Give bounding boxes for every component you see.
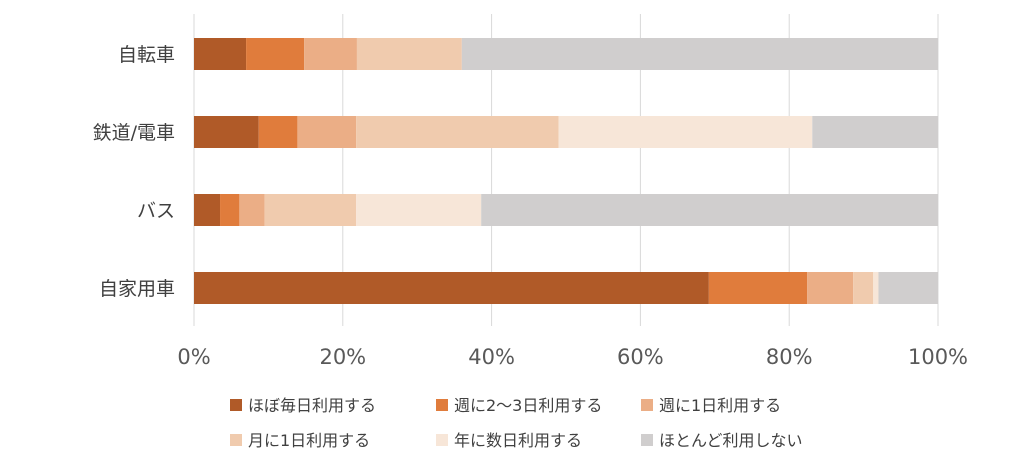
x-tick-label: 100% xyxy=(908,345,968,369)
legend-label: 週に1日利用する xyxy=(659,396,781,415)
bar-segment xyxy=(461,38,938,70)
legend-label: ほとんど利用しない xyxy=(659,431,803,450)
legend-swatch xyxy=(641,434,653,446)
bar-segment xyxy=(258,116,298,148)
bar-segment xyxy=(194,194,221,226)
legend-swatch xyxy=(641,399,653,411)
category-label: 自転車 xyxy=(118,44,175,66)
bar-segment xyxy=(246,38,305,70)
x-tick-labels: 0% 20% 40% 60% 80% 100% xyxy=(177,345,968,369)
x-tick-label: 20% xyxy=(319,345,366,369)
x-tick-label: 80% xyxy=(766,345,813,369)
bar-segment xyxy=(356,116,559,148)
bar-segment xyxy=(708,272,808,304)
legend-label: 週に2〜3日利用する xyxy=(454,396,602,415)
legend-swatch xyxy=(230,434,242,446)
bar-segment xyxy=(194,38,247,70)
bar-segment xyxy=(239,194,265,226)
bar-segment xyxy=(356,38,462,70)
bar-segment xyxy=(297,116,357,148)
category-label: 自家用車 xyxy=(99,278,175,300)
bar-segment xyxy=(220,194,240,226)
legend-label: 月に1日利用する xyxy=(248,431,370,450)
bar-segment xyxy=(356,194,482,226)
bar-segment xyxy=(558,116,813,148)
bar-segment xyxy=(194,272,709,304)
bar-segment xyxy=(812,116,938,148)
x-tick-label: 60% xyxy=(617,345,664,369)
x-tick-label: 40% xyxy=(468,345,515,369)
category-label: バス xyxy=(137,200,175,222)
bar-segment xyxy=(873,272,879,304)
legend-swatch xyxy=(436,434,448,446)
legend-swatch xyxy=(436,399,448,411)
bar-segment xyxy=(878,272,938,304)
legend-label: ほぼ毎日利用する xyxy=(248,396,376,415)
x-tick-label: 0% xyxy=(177,345,210,369)
bar-segment xyxy=(481,194,938,226)
bars xyxy=(194,38,938,304)
bar-segment xyxy=(304,38,357,70)
bar-segment xyxy=(264,194,357,226)
bar-segment xyxy=(853,272,874,304)
bar-segment xyxy=(807,272,854,304)
legend-swatch xyxy=(230,399,242,411)
legend-label: 年に数日利用する xyxy=(454,431,582,450)
category-label: 鉄道/電車 xyxy=(93,122,175,144)
bar-segment xyxy=(194,116,259,148)
